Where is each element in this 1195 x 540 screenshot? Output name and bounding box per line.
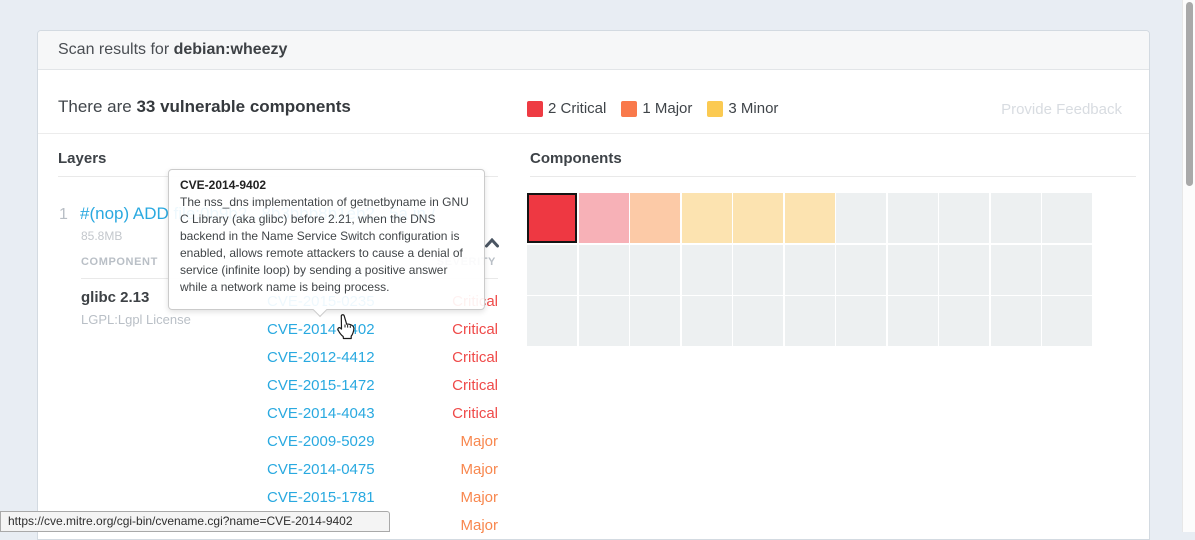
layer-size: 85.8MB <box>81 229 123 243</box>
component-cell[interactable] <box>733 193 783 243</box>
component-cell[interactable] <box>733 244 783 295</box>
cve-link[interactable]: CVE-2015-1781 <box>267 488 375 506</box>
component-cell[interactable] <box>1042 296 1092 346</box>
vulnerability-row: Major <box>267 511 498 539</box>
component-cell[interactable] <box>527 244 577 295</box>
provide-feedback-link[interactable]: Provide Feedback <box>1001 101 1122 118</box>
component-cell[interactable] <box>990 296 1041 346</box>
cve-link[interactable]: CVE-2015-1472 <box>267 376 375 394</box>
summary-row: There are 33 vulnerable components 2 Cri… <box>38 70 1149 134</box>
scrollbar-track[interactable] <box>1182 0 1195 532</box>
scrollbar-thumb[interactable] <box>1186 2 1193 186</box>
component-name: glibc 2.13 <box>81 289 150 306</box>
component-cell[interactable] <box>887 244 938 295</box>
component-cell[interactable] <box>990 244 1041 295</box>
severity-label: Critical <box>452 348 498 366</box>
component-cell[interactable] <box>887 296 938 346</box>
component-cell[interactable] <box>527 296 577 346</box>
severity-label: Critical <box>452 320 498 338</box>
legend-label: 1 Major <box>642 100 693 117</box>
severity-label: Critical <box>452 404 498 422</box>
component-cell[interactable] <box>681 296 732 346</box>
component-cell[interactable] <box>836 296 886 346</box>
component-cell[interactable] <box>630 244 680 295</box>
vulnerability-row: CVE-2012-4412 Critical <box>267 343 498 371</box>
legend-item: 3 Minor <box>707 100 778 117</box>
layer-index: 1 <box>59 206 68 223</box>
count-prefix: There are <box>58 97 137 116</box>
severity-label: Critical <box>452 376 498 394</box>
cve-link[interactable]: CVE-2014-9402 <box>267 320 375 338</box>
card-header: Scan results for debian:wheezy <box>38 31 1149 70</box>
component-cell[interactable] <box>630 193 680 243</box>
component-cell[interactable] <box>887 193 938 243</box>
component-cell[interactable] <box>1042 244 1092 295</box>
vulnerability-row: CVE-2009-5029 Major <box>267 427 498 455</box>
severity-label: Major <box>460 516 498 534</box>
legend-swatch-icon <box>621 100 638 117</box>
components-heading: Components <box>530 150 622 167</box>
chevron-up-icon[interactable] <box>485 235 499 248</box>
count-bold: 33 vulnerable components <box>136 97 351 116</box>
component-cell[interactable] <box>784 296 835 346</box>
component-cell[interactable] <box>836 193 886 243</box>
component-cell[interactable] <box>578 193 629 243</box>
component-cell[interactable] <box>681 193 732 243</box>
card-title-repo: debian:wheezy <box>173 41 288 58</box>
vulnerability-row: CVE-2014-4043 Critical <box>267 399 498 427</box>
component-cell[interactable] <box>1042 193 1092 243</box>
vulnerability-row: CVE-2015-1781 Major <box>267 483 498 511</box>
component-cell[interactable] <box>681 244 732 295</box>
component-cell[interactable] <box>990 193 1041 243</box>
severity-label: Major <box>460 432 498 450</box>
component-cell[interactable] <box>784 244 835 295</box>
cve-tooltip-title: CVE-2014-9402 <box>180 178 267 192</box>
vulnerability-row: CVE-2015-1472 Critical <box>267 371 498 399</box>
severity-label: Major <box>460 488 498 506</box>
component-cell[interactable] <box>939 193 989 243</box>
card-title-prefix: Scan results for <box>58 41 174 58</box>
component-cell[interactable] <box>630 296 680 346</box>
component-cell[interactable] <box>578 244 629 295</box>
legend-item: 2 Critical <box>527 100 606 117</box>
vulnerable-count-text: There are 33 vulnerable components <box>58 97 351 117</box>
legend-label: 2 Critical <box>548 100 607 117</box>
component-cell[interactable] <box>784 193 835 243</box>
layers-heading: Layers <box>58 150 107 167</box>
legend-label: 3 Minor <box>728 100 779 117</box>
component-cell[interactable] <box>939 296 989 346</box>
cursor-pointer-icon <box>334 314 356 345</box>
severity-legend: 2 Critical 1 Major 3 Minor <box>527 100 793 117</box>
status-bar-url: https://cve.mitre.org/cgi-bin/cvename.cg… <box>0 511 390 532</box>
component-column-header: COMPONENT <box>81 256 158 268</box>
component-cell[interactable] <box>836 244 886 295</box>
component-license: LGPL:Lgpl License <box>81 312 191 327</box>
cve-tooltip-body: The nss_dns implementation of getnetbyna… <box>180 195 469 294</box>
cve-link[interactable]: CVE-2009-5029 <box>267 432 375 450</box>
vulnerability-row: CVE-2014-9402 Critical <box>267 315 498 343</box>
vulnerability-list: CVE-2015-0235CriticalCVE-2014-9402Critic… <box>267 287 498 539</box>
component-cell[interactable] <box>939 244 989 295</box>
cve-link[interactable]: CVE-2014-0475 <box>267 460 375 478</box>
scan-results-card: Scan results for debian:wheezy There are… <box>37 30 1150 540</box>
vulnerability-row: CVE-2014-0475 Major <box>267 455 498 483</box>
cve-link[interactable]: CVE-2012-4412 <box>267 348 375 366</box>
component-cell[interactable] <box>578 296 629 346</box>
legend-swatch-icon <box>707 100 724 117</box>
component-cell[interactable] <box>527 193 577 243</box>
legend-swatch-icon <box>527 100 543 117</box>
legend-item: 1 Major <box>621 100 692 117</box>
cve-tooltip: CVE-2014-9402 The nss_dns implementation… <box>168 169 485 318</box>
cve-link[interactable]: CVE-2014-4043 <box>267 404 375 422</box>
components-divider <box>530 176 1136 177</box>
severity-label: Major <box>460 460 498 478</box>
components-heatmap <box>527 193 1092 346</box>
component-cell[interactable] <box>733 296 783 346</box>
